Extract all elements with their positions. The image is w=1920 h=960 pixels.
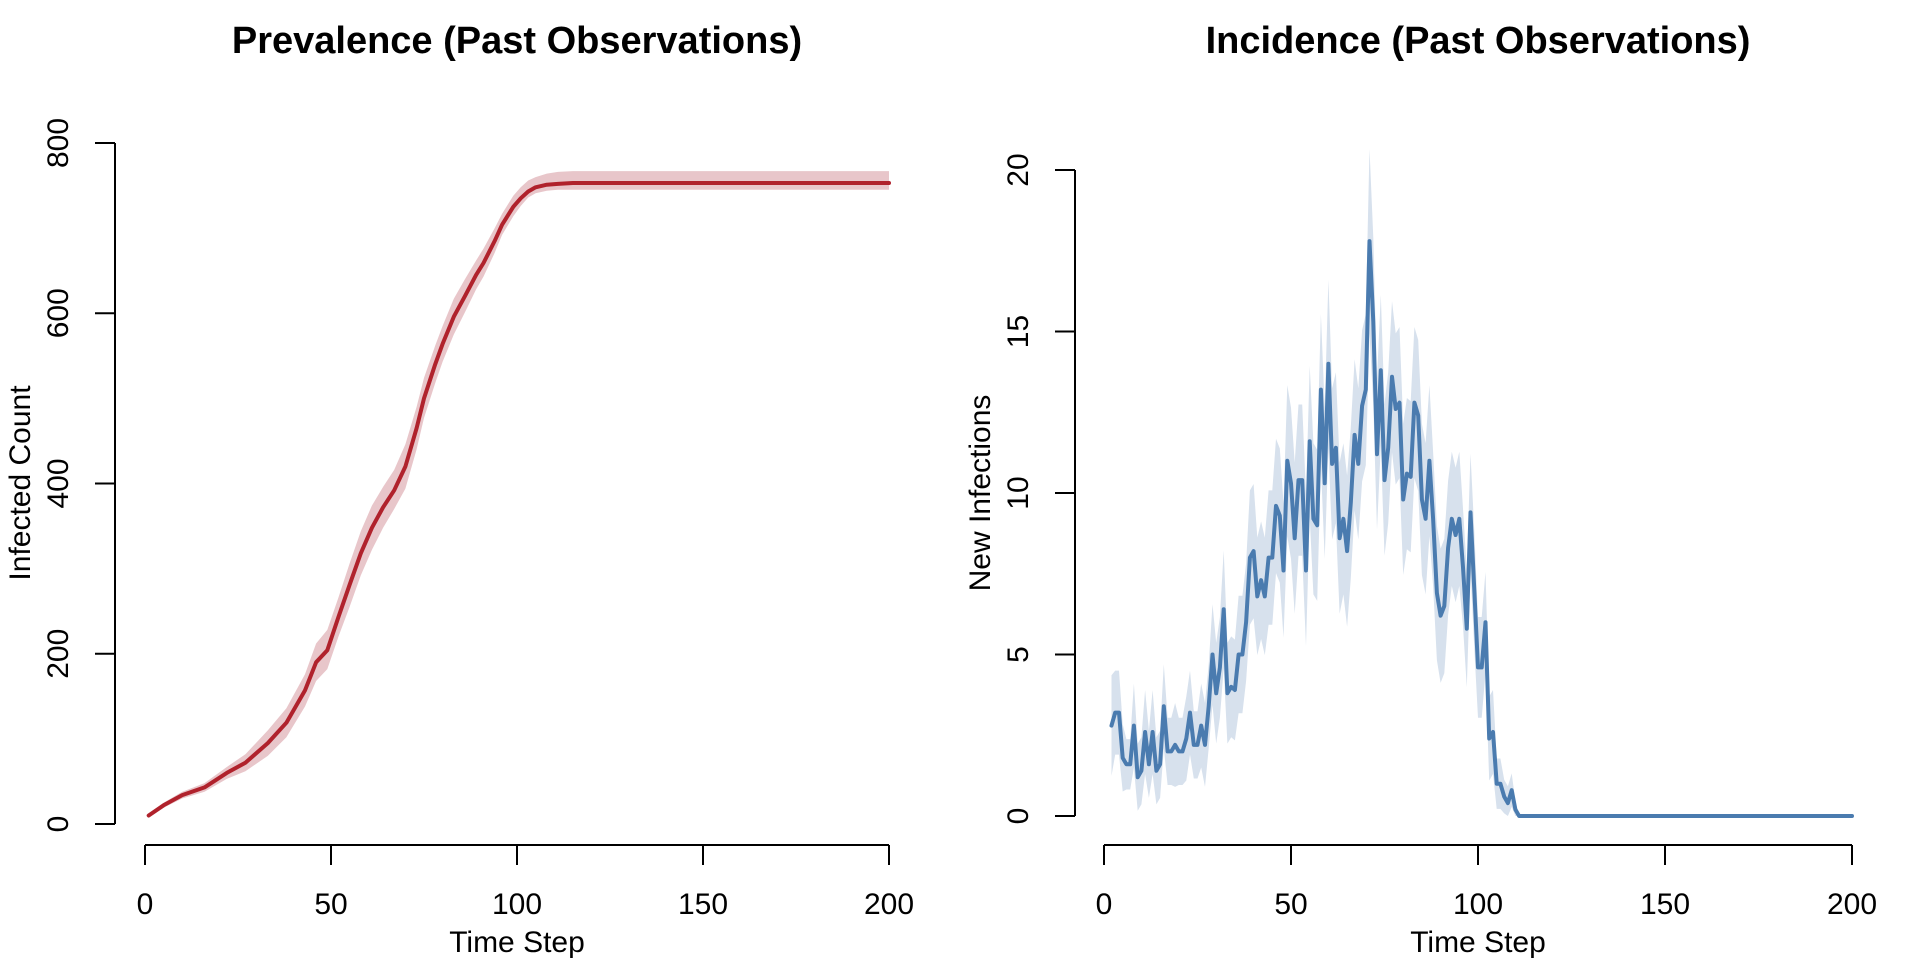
prevalence-mean-line: [146, 181, 891, 818]
y-tick-label: 800: [42, 118, 75, 168]
y-tick-label: 200: [42, 629, 75, 679]
x-tick-label: 150: [1640, 888, 1690, 921]
prevalence-interval-band: [148, 171, 889, 818]
prevalence-y-axis-label: Infected Count: [4, 385, 37, 581]
y-tick-label: 0: [42, 816, 75, 833]
prevalence-panel: Prevalence (Past Observations) 0 200 400 60…: [4, 20, 914, 959]
incidence-interval-band: [1111, 148, 1852, 816]
incidence-panel: Incidence (Past Observations) 0 5 10 15 20 0…: [964, 20, 1877, 959]
y-tick-label: 5: [1002, 646, 1035, 663]
x-tick-label: 100: [492, 888, 542, 921]
x-tick-label: 0: [1096, 888, 1113, 921]
incidence-x-axis-label: Time Step: [1410, 926, 1546, 959]
incidence-mean-line: [1109, 239, 1854, 818]
x-tick-label: 50: [314, 888, 347, 921]
x-tick-label: 100: [1453, 888, 1503, 921]
y-tick-label: 20: [1002, 153, 1035, 186]
x-tick-label: 50: [1274, 888, 1307, 921]
y-tick-label: 10: [1002, 476, 1035, 509]
x-tick-label: 150: [678, 888, 728, 921]
incidence-title: Incidence (Past Observations): [1206, 20, 1751, 62]
y-tick-label: 400: [42, 458, 75, 508]
x-tick-label: 200: [1827, 888, 1877, 921]
prevalence-x-axis-label: Time Step: [449, 926, 585, 959]
x-tick-label: 200: [864, 888, 914, 921]
prevalence-title: Prevalence (Past Observations): [232, 20, 802, 62]
y-tick-label: 600: [42, 288, 75, 338]
x-tick-label: 0: [137, 888, 154, 921]
y-tick-label: 0: [1002, 808, 1035, 825]
incidence-y-axis-label: New Infections: [964, 395, 997, 592]
y-tick-label: 15: [1002, 315, 1035, 348]
